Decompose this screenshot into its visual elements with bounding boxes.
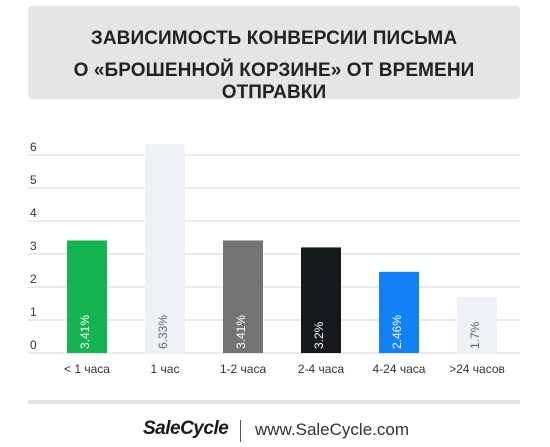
y-tick-label: 6 xyxy=(30,140,37,154)
bar xyxy=(457,296,497,353)
x-tick-label: 1 час xyxy=(151,362,180,376)
y-tick-label: 5 xyxy=(30,173,37,187)
footer-separator xyxy=(240,420,241,442)
x-tick-label: 2-4 часа xyxy=(298,362,345,376)
bar xyxy=(379,271,419,353)
bar-value-label: 3.41% xyxy=(78,315,92,349)
chart-title-line-2: О «БРОШЕННОЙ КОРЗИНЕ» ОТ ВРЕМЕНИ ОТПРАВК… xyxy=(73,60,475,103)
bar-value-label: 2.46% xyxy=(390,315,404,349)
footer: SaleCycle www.SaleCycle.com xyxy=(0,418,550,444)
bar xyxy=(301,247,341,353)
bar-chart: 0 1 2 3 4 5 6 3.41% < 1 часа 6.33% 1 час 3.41% 1-2 ч… xyxy=(28,140,520,376)
footer-url: www.SaleCycle.com xyxy=(255,420,409,439)
bar-value-label: 1.7% xyxy=(468,321,482,349)
bar-value-label: 3.2% xyxy=(312,321,326,349)
y-tick-label: 1 xyxy=(30,305,37,319)
y-tick-label: 2 xyxy=(30,272,37,286)
y-tick-label: 0 xyxy=(30,338,37,352)
salecycle-logo: SaleCycle xyxy=(143,418,229,439)
footer-divider xyxy=(28,400,520,404)
bar xyxy=(223,240,263,353)
x-tick-label: 4-24 часа xyxy=(373,362,426,376)
bar-value-label: 6.33% xyxy=(156,315,170,349)
x-tick-label: < 1 часа xyxy=(64,362,110,376)
chart-title-line-1: ЗАВИСИМОСТЬ КОНВЕРСИИ ПИСЬМА xyxy=(90,28,458,49)
bar xyxy=(67,240,107,353)
x-tick-label: 1-2 часа xyxy=(220,362,267,376)
chart-title-box: ЗАВИСИМОСТЬ КОНВЕРСИИ ПИСЬМА О «БРОШЕННО… xyxy=(28,6,520,103)
x-tick-label: >24 часов xyxy=(449,362,505,376)
bar xyxy=(145,144,185,353)
bar-value-label: 3.41% xyxy=(234,315,248,349)
y-tick-label: 4 xyxy=(30,206,37,220)
y-tick-label: 3 xyxy=(30,239,37,253)
